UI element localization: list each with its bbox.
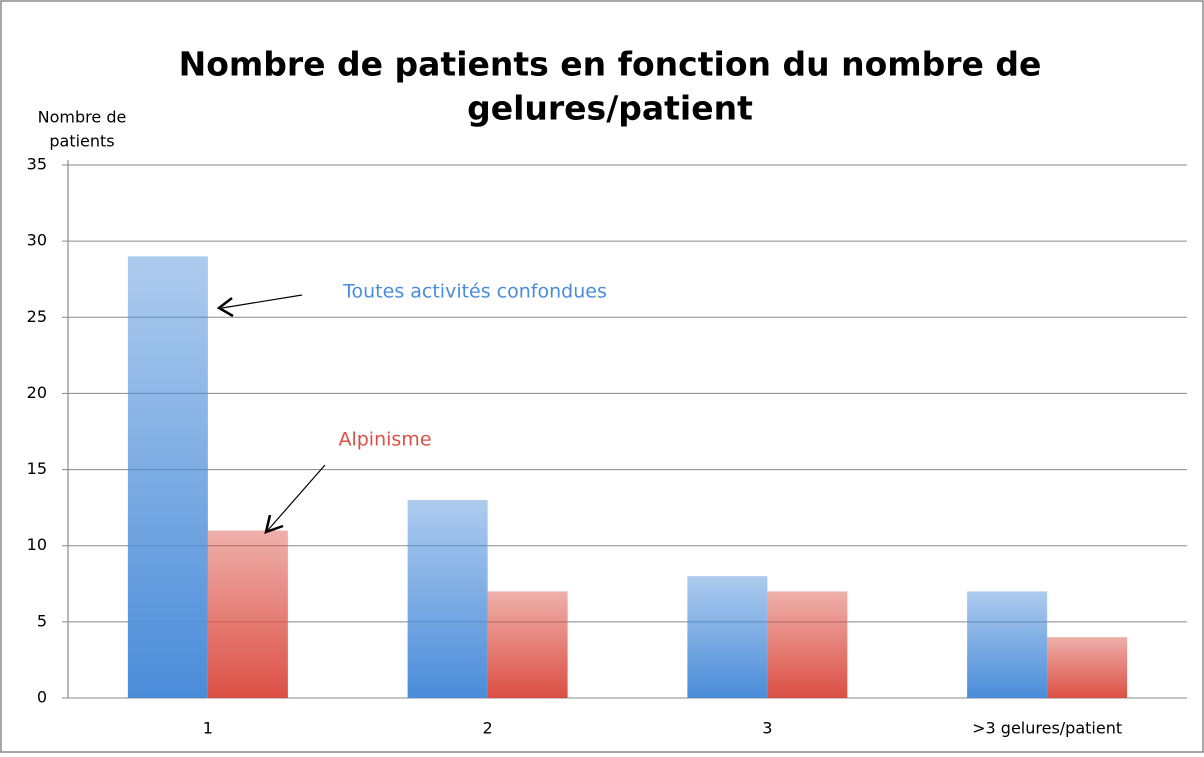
bar <box>767 591 848 698</box>
y-tick-label: 30 <box>27 231 47 250</box>
y-tick-label: 10 <box>27 535 47 554</box>
y-tick-label: 35 <box>27 155 47 174</box>
bar <box>407 500 488 698</box>
annotation-arrow <box>267 464 326 531</box>
bar <box>687 576 768 698</box>
annotation-arrowhead <box>264 514 284 534</box>
x-tick-label: 3 <box>762 719 772 738</box>
y-tick-label: 25 <box>27 307 47 326</box>
annotation-arrow <box>221 294 303 309</box>
bar <box>207 530 288 698</box>
annotation-arrowhead <box>216 297 234 318</box>
chart-title: gelures/patient <box>467 89 753 128</box>
annotations: Toutes activités confondues Alpinisme <box>216 281 607 534</box>
y-tick-label: 20 <box>27 383 47 402</box>
y-tick-label: 15 <box>27 459 47 478</box>
x-tick-label: >3 gelures/patient <box>972 719 1122 738</box>
bar <box>967 591 1048 698</box>
y-tick-label: 5 <box>37 611 47 630</box>
bars <box>127 256 1128 698</box>
bar <box>1047 637 1128 698</box>
x-tick-label: 2 <box>483 719 493 738</box>
bar <box>487 591 568 698</box>
series-label: Alpinisme <box>338 429 431 451</box>
chart-title: Nombre de patients en fonction du nombre… <box>179 45 1042 84</box>
x-tick-label: 1 <box>203 719 213 738</box>
series-label: Toutes activités confondues <box>342 281 607 303</box>
y-tick-label: 0 <box>37 688 47 707</box>
bar <box>127 256 208 698</box>
y-axis-label: patients <box>49 132 114 151</box>
y-axis-label: Nombre de <box>38 108 127 127</box>
